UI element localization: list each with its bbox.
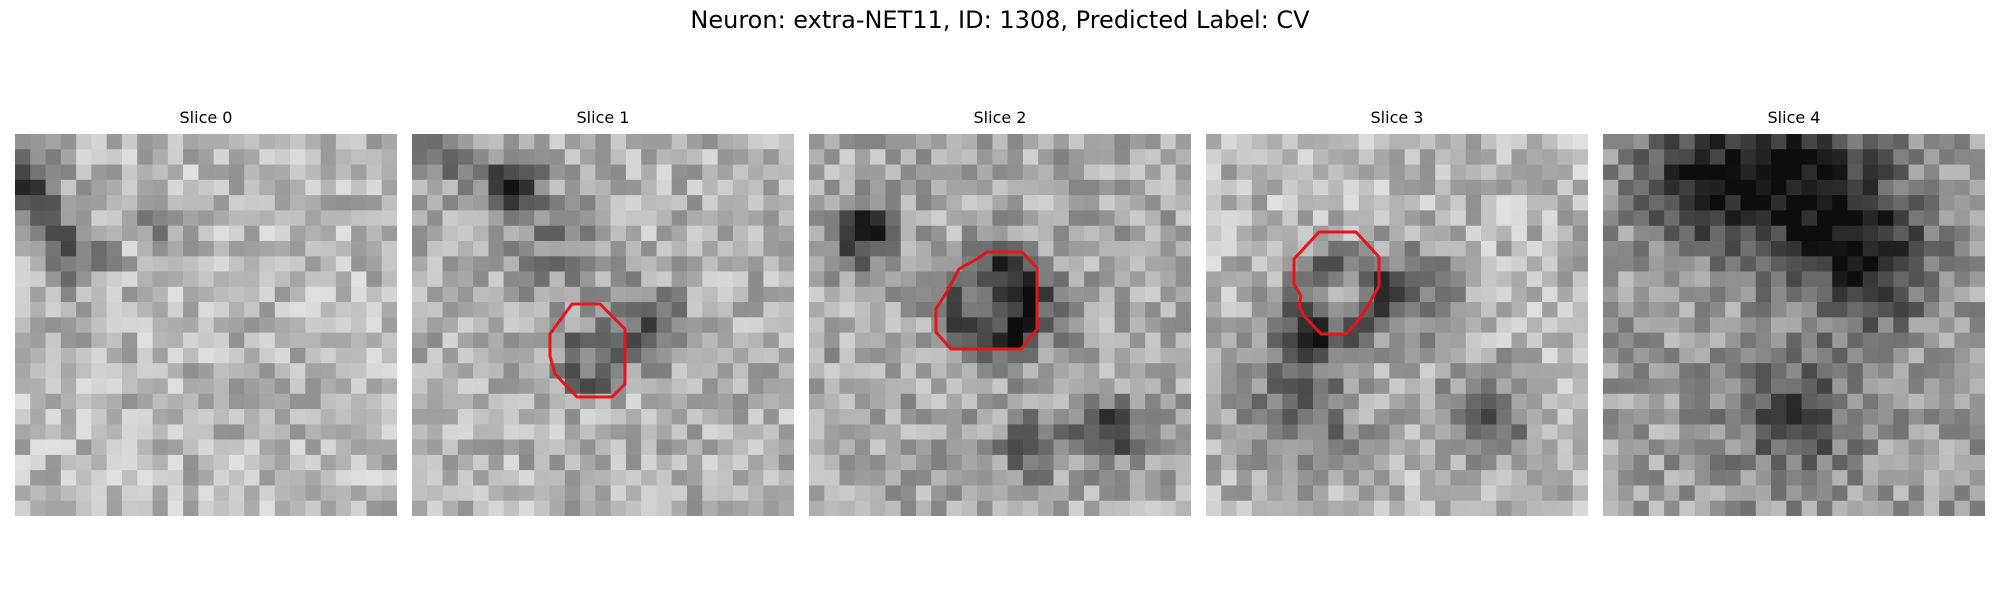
- slice-title: Slice 1: [576, 108, 630, 127]
- roi-contour: [548, 302, 627, 399]
- slice-image: [1206, 134, 1588, 516]
- figure-title: Neuron: extra-NET11, ID: 1308, Predicted…: [690, 6, 1310, 34]
- slice-image: [412, 134, 794, 516]
- slice-panel: Slice 0: [15, 108, 397, 518]
- slice-image: [15, 134, 397, 516]
- slice-title: Slice 0: [179, 108, 233, 127]
- slice-image: [809, 134, 1191, 516]
- roi-contour: [934, 250, 1039, 351]
- slice-panel: Slice 1: [412, 108, 794, 518]
- slice-image: [1603, 134, 1985, 516]
- slice-title: Slice 4: [1767, 108, 1821, 127]
- slice-title: Slice 2: [973, 108, 1027, 127]
- roi-contour: [1292, 230, 1381, 336]
- slice-panel: Slice 3: [1206, 108, 1588, 518]
- slice-panel: Slice 2: [809, 108, 1191, 518]
- slice-panel: Slice 4: [1603, 108, 1985, 518]
- slice-title: Slice 3: [1370, 108, 1424, 127]
